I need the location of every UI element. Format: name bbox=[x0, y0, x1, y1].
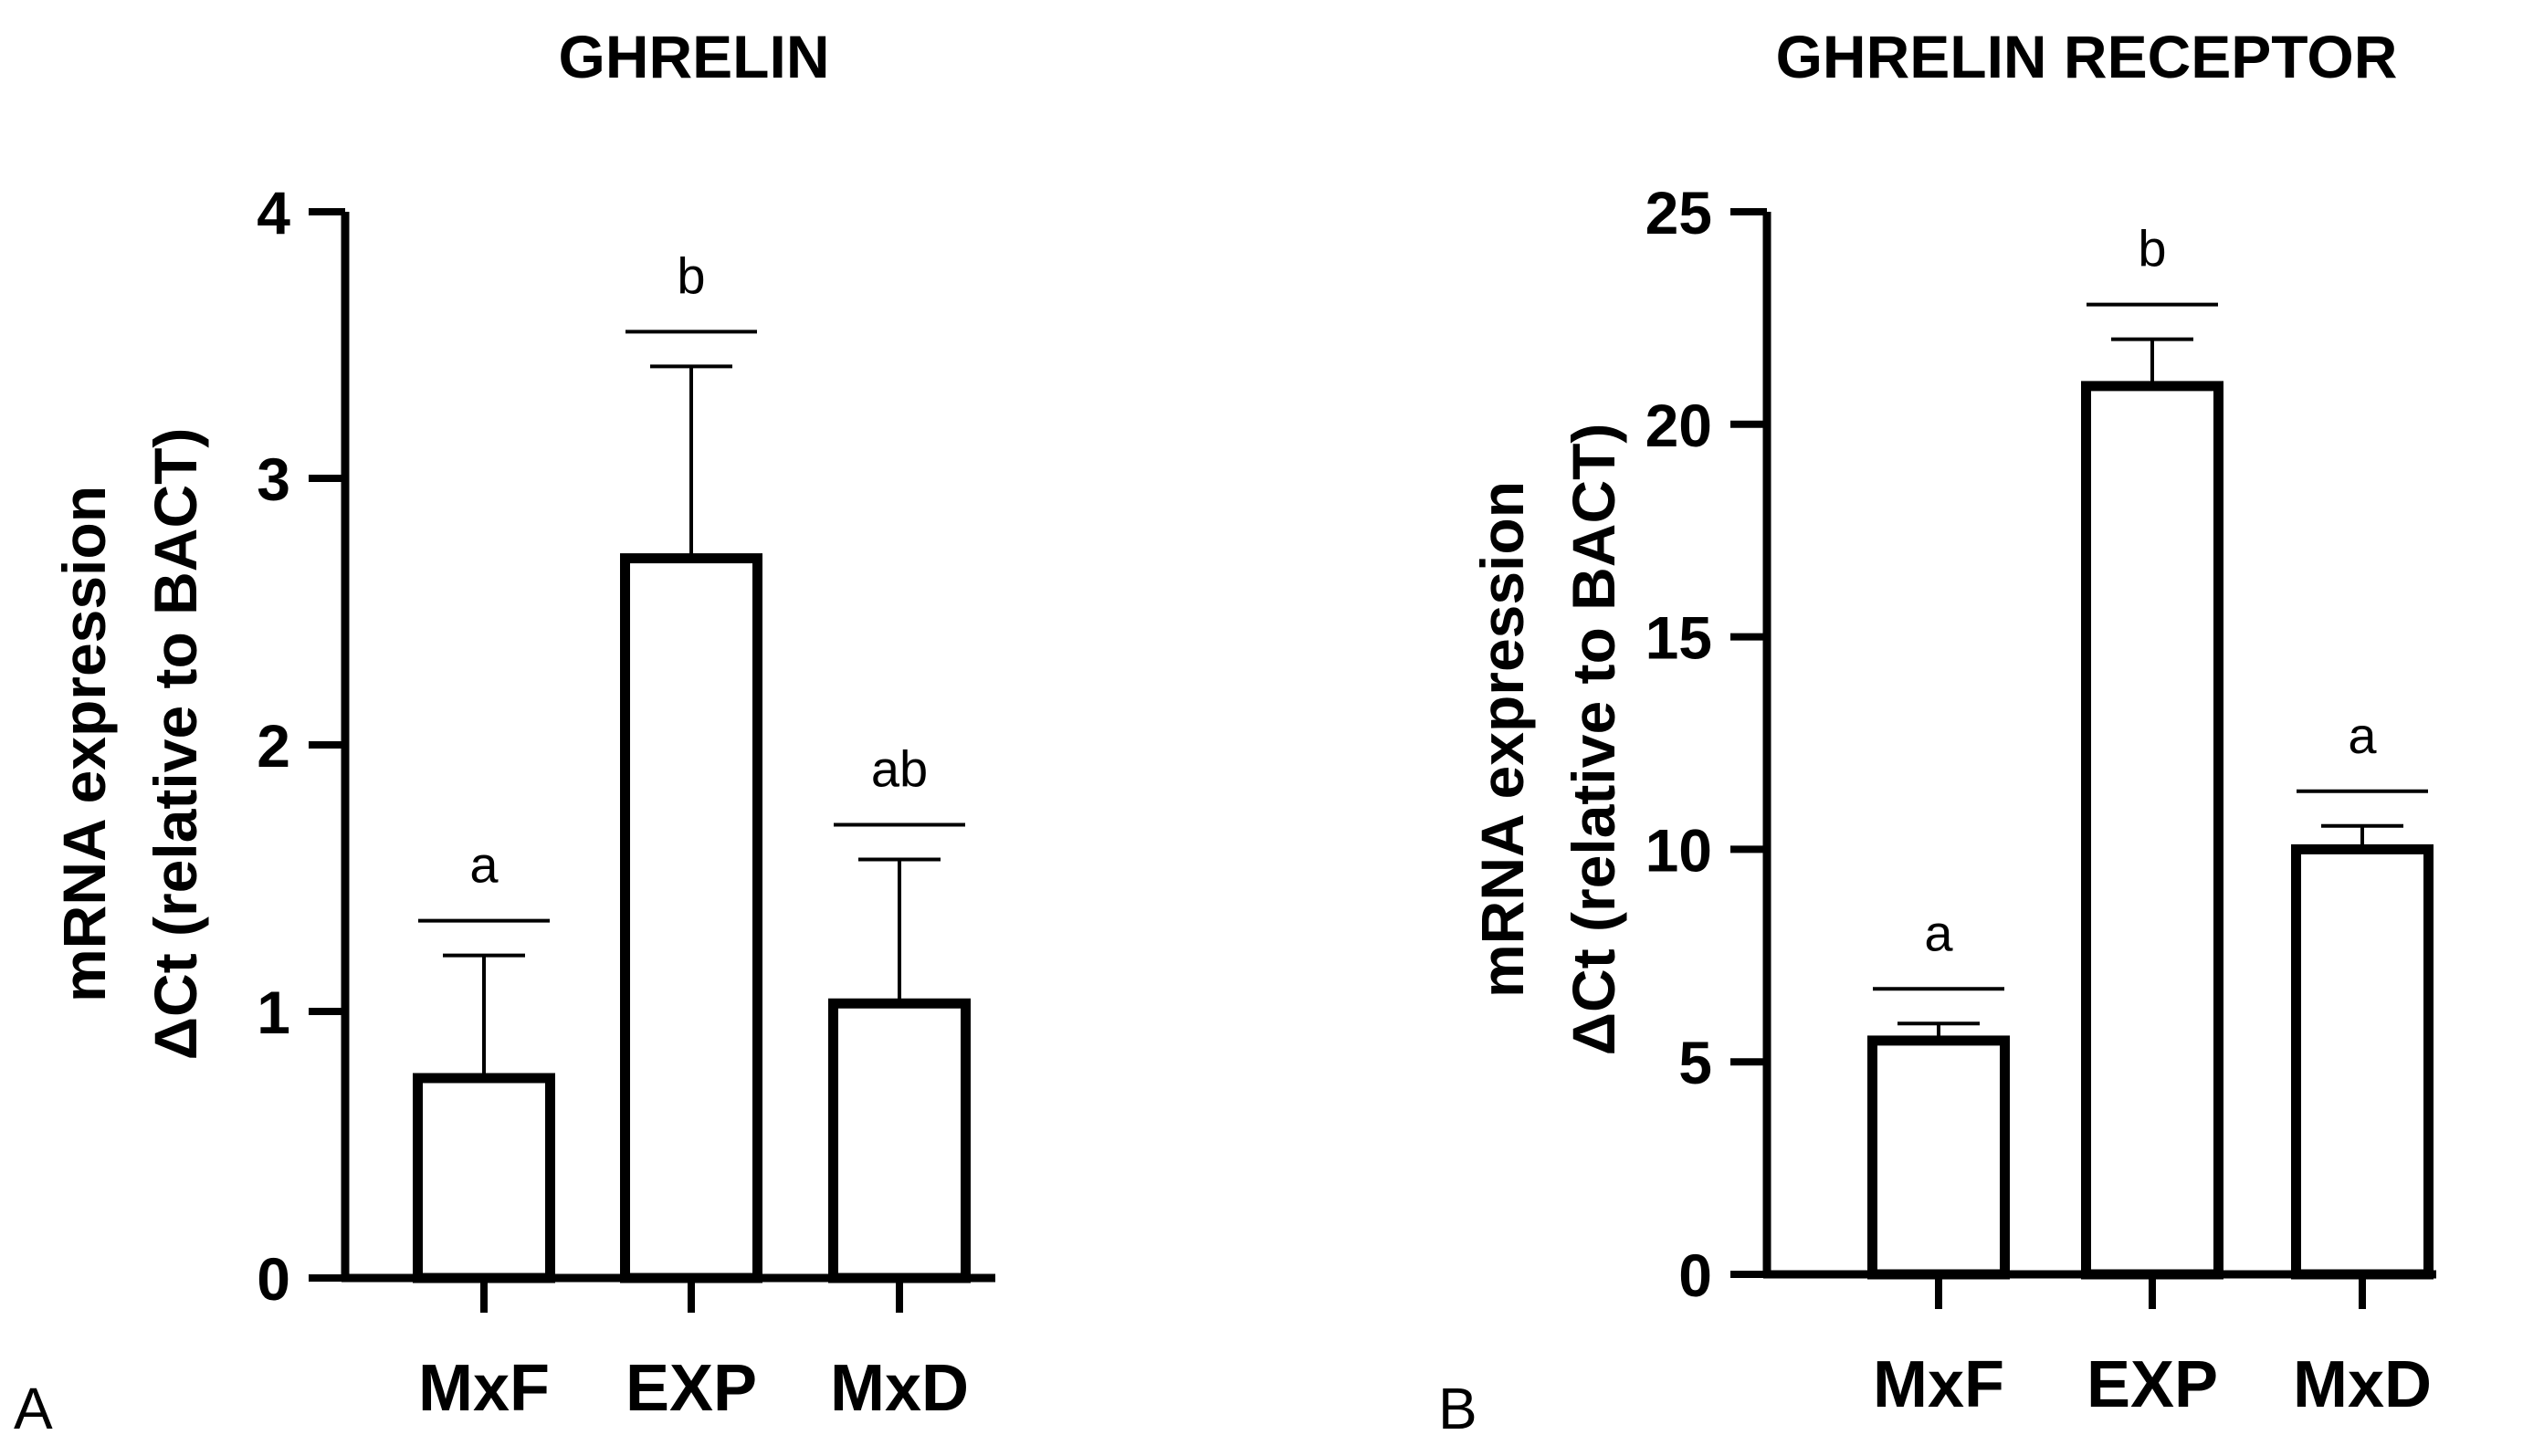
y-tick-label-a-0: 0 bbox=[257, 1245, 290, 1313]
panel-letter-b: B bbox=[1438, 1376, 1477, 1441]
y-axis-label-b-line2: ΔCt (relative to BACT) bbox=[1560, 424, 1627, 1056]
bar-b-mxd bbox=[2291, 843, 2434, 1280]
bar-a-mxf bbox=[413, 1073, 555, 1283]
x-tick-label-b-mxf: MxF bbox=[1873, 1348, 2004, 1421]
panel-a-chart: GHRELIN mRNA expression ΔCt (relative to… bbox=[14, 23, 995, 1441]
significance-label-b-2: a bbox=[2348, 707, 2377, 764]
y-axis-label-a-line2: ΔCt (relative to BACT) bbox=[142, 428, 209, 1061]
y-tick-label-b-5: 25 bbox=[1645, 179, 1712, 246]
y-tick-label-a-1: 1 bbox=[257, 979, 290, 1046]
bar-a-mxd bbox=[828, 998, 971, 1283]
x-tick-label-b-exp: EXP bbox=[2087, 1348, 2218, 1421]
x-tick-label-b-mxd: MxD bbox=[2293, 1348, 2432, 1421]
y-tick-label-a-4: 4 bbox=[257, 179, 290, 246]
panel-b-chart: GHRELIN RECEPTOR mRNA expression ΔCt (re… bbox=[1438, 23, 2436, 1441]
significance-label-a-1: b bbox=[677, 246, 705, 304]
bar-b-exp bbox=[2081, 381, 2223, 1280]
x-tick-label-a-mxd: MxD bbox=[830, 1352, 969, 1425]
significance-label-b-0: a bbox=[1924, 904, 1953, 961]
y-axis-label-a-line1: mRNA expression bbox=[50, 486, 118, 1002]
bar-b-mxf bbox=[1867, 1035, 2010, 1280]
y-tick-label-a-3: 3 bbox=[257, 445, 290, 513]
y-tick-label-b-4: 20 bbox=[1645, 392, 1712, 459]
y-tick-label-b-2: 10 bbox=[1645, 816, 1712, 884]
x-tick-label-a-exp: EXP bbox=[625, 1352, 757, 1425]
significance-label-a-0: a bbox=[469, 836, 499, 894]
y-axis-label-b: mRNA expression ΔCt (relative to BACT) bbox=[1468, 424, 1627, 1056]
y-tick-label-b-1: 5 bbox=[1678, 1029, 1712, 1096]
y-tick-label-b-0: 0 bbox=[1678, 1241, 1712, 1309]
significance-label-b-1: b bbox=[2138, 220, 2166, 278]
panel-letter-a: A bbox=[14, 1376, 53, 1441]
y-tick-label-a-2: 2 bbox=[257, 712, 290, 780]
bar-a-exp bbox=[620, 553, 762, 1283]
significance-label-a-2: ab bbox=[871, 740, 928, 798]
y-axis-label-b-line1: mRNA expression bbox=[1468, 481, 1536, 998]
x-tick-label-a-mxf: MxF bbox=[418, 1352, 550, 1425]
chart-title-b: GHRELIN RECEPTOR bbox=[1776, 23, 2398, 90]
y-axis-label-a: mRNA expression ΔCt (relative to BACT) bbox=[50, 428, 209, 1061]
y-tick-label-b-3: 15 bbox=[1645, 604, 1712, 672]
chart-title-a: GHRELIN bbox=[559, 23, 830, 90]
